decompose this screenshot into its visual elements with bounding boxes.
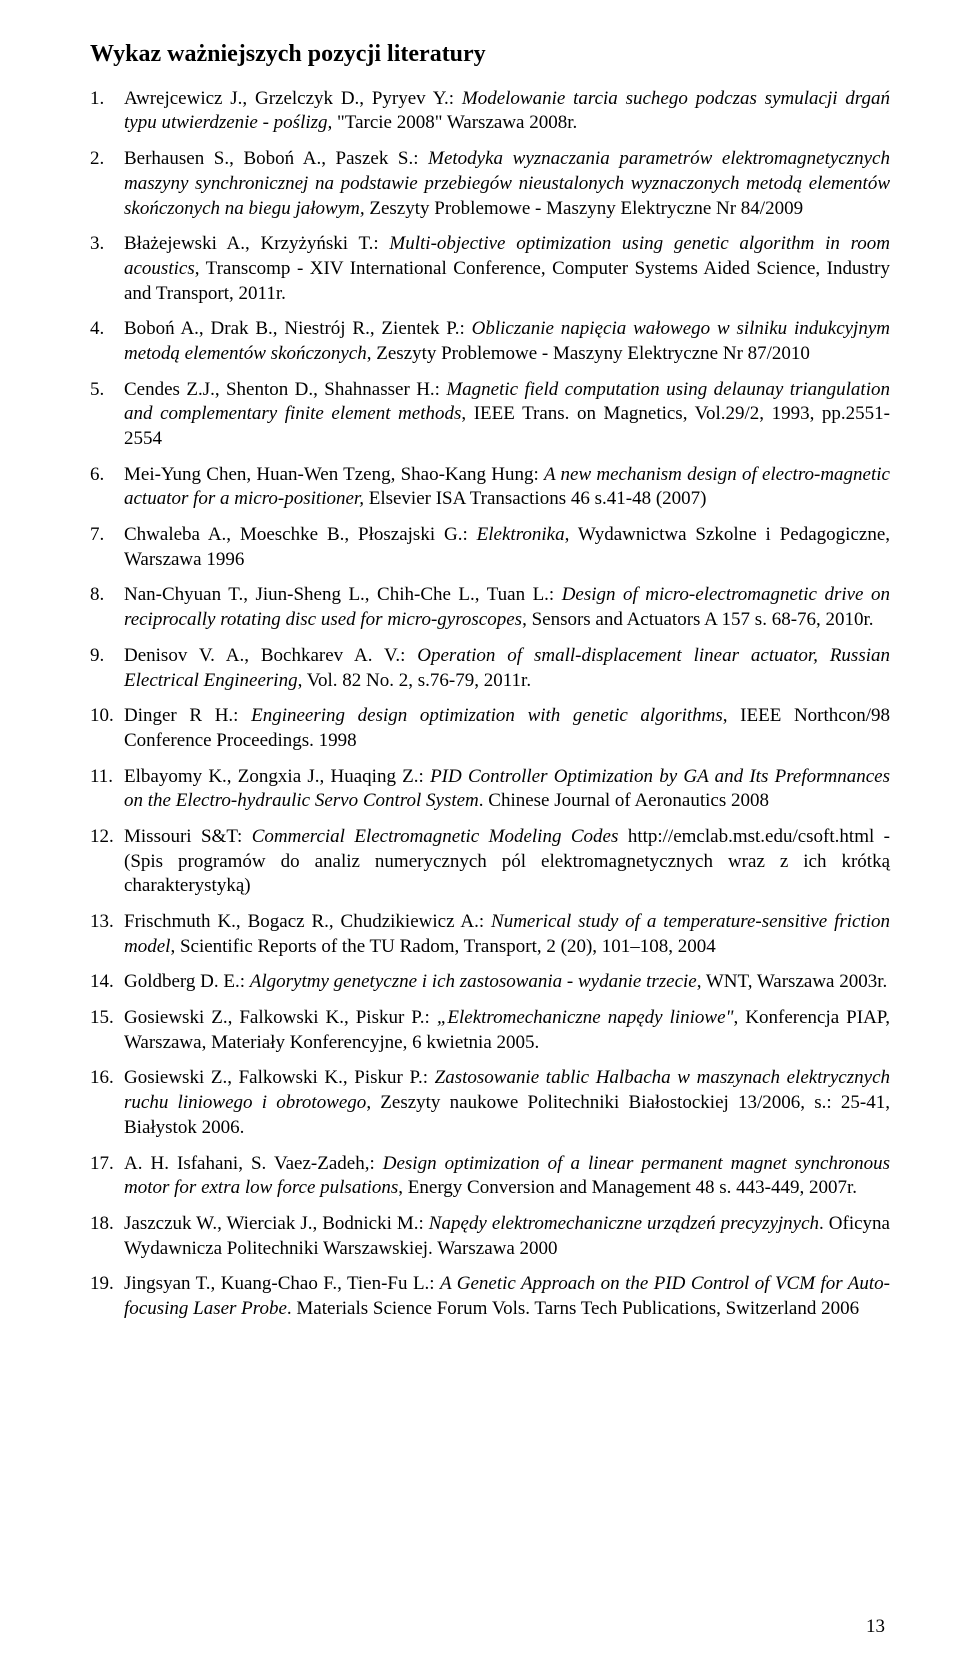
entry-number: 18. (90, 1212, 114, 1237)
entry-authors: Berhausen S., Boboń A., Paszek S.: (124, 148, 428, 169)
entry-number: 7. (90, 523, 104, 548)
entry-authors: A. H. Isfahani, S. Vaez-Zadeh,: (124, 1153, 383, 1174)
bibliography-entry: 4. Boboń A., Drak B., Niestrój R., Ziente… (90, 317, 890, 366)
entry-number: 11. (90, 765, 113, 790)
entry-number: 10. (90, 704, 114, 729)
entry-number: 12. (90, 825, 114, 850)
entry-number: 15. (90, 1006, 114, 1031)
bibliography-entry: 3.Błażejewski A., Krzyżyński T.: Multi-o… (90, 232, 890, 306)
entry-number: 4. (90, 317, 104, 342)
document-page: Wykaz ważniejszych pozycji literatury 1.… (0, 0, 960, 1658)
bibliography-entry: 17.A. H. Isfahani, S. Vaez-Zadeh,: Desig… (90, 1152, 890, 1201)
entry-authors: Nan-Chyuan T., Jiun-Sheng L., Chih-Che L… (124, 584, 562, 605)
bibliography-entry: 2.Berhausen S., Boboń A., Paszek S.: Met… (90, 147, 890, 221)
entry-tail: "Tarcie 2008" Warszawa 2008r. (337, 112, 577, 133)
entry-authors: Boboń A., Drak B., Niestrój R., Zientek … (124, 318, 472, 339)
entry-authors: Denisov V. A., Bochkarev A. V.: (124, 645, 417, 666)
entry-title: Engineering design optimization with gen… (251, 705, 723, 726)
bibliography-entry: 5. Cendes Z.J., Shenton D., Shahnasser H.… (90, 378, 890, 452)
entry-number: 5. (90, 378, 104, 403)
entry-tail: , Zeszyty Problemowe - Maszyny Elektrycz… (367, 343, 810, 364)
entry-authors: Jaszczuk W., Wierciak J., Bodnicki M.: (124, 1213, 429, 1234)
bibliography-entry: 8. Nan-Chyuan T., Jiun-Sheng L., Chih-Che… (90, 583, 890, 632)
bibliography-entry: 10. Dinger R H.: Engineering design optim… (90, 704, 890, 753)
entry-title: „Elektromechaniczne napędy liniowe" (437, 1007, 734, 1028)
entry-tail: Elsevier ISA Transactions 46 s.41-48 (20… (369, 488, 707, 509)
entry-number: 13. (90, 910, 114, 935)
bibliography-entry: 16. Gosiewski Z., Falkowski K., Piskur P.… (90, 1066, 890, 1140)
bibliography-entry: 19. Jingsyan T., Kuang-Chao F., Tien-Fu L… (90, 1272, 890, 1321)
bibliography-entry: 9.Denisov V. A., Bochkarev A. V.: Operat… (90, 644, 890, 693)
entry-authors: Błażejewski A., Krzyżyński T.: (124, 233, 389, 254)
bibliography-list: 1. Awrejcewicz J., Grzelczyk D., Pyryev Y… (90, 87, 890, 1322)
entry-authors: Jingsyan T., Kuang-Chao F., Tien-Fu L.: (124, 1273, 440, 1294)
entry-tail: , Scientific Reports of the TU Radom, Tr… (170, 936, 715, 957)
entry-authors: Chwaleba A., Moeschke B., Płoszajski G.: (124, 524, 477, 545)
bibliography-entry: 18. Jaszczuk W., Wierciak J., Bodnicki M.… (90, 1212, 890, 1261)
entry-tail: Zeszyty Problemowe - Maszyny Elektryczne… (369, 198, 803, 219)
entry-number: 6. (90, 463, 104, 488)
bibliography-entry: 1. Awrejcewicz J., Grzelczyk D., Pyryev Y… (90, 87, 890, 136)
entry-number: 2. (90, 147, 104, 172)
entry-tail: . Chinese Journal of Aeronautics 2008 (479, 790, 769, 811)
entry-title: Napędy elektromechaniczne urządzeń precy… (429, 1213, 819, 1234)
entry-title: Commercial Electromagnetic Modeling Code… (252, 826, 628, 847)
entry-authors: Awrejcewicz J., Grzelczyk D., Pyryev Y.: (124, 88, 462, 109)
entry-tail: , Sensors and Actuators A 157 s. 68-76, … (522, 609, 874, 630)
entry-number: 9. (90, 644, 104, 669)
entry-tail: , Transcomp - XIV International Conferen… (124, 258, 890, 304)
entry-authors: Missouri S&T: (124, 826, 252, 847)
entry-authors: Dinger R H.: (124, 705, 251, 726)
entry-tail: , WNT, Warszawa 2003r. (697, 971, 888, 992)
bibliography-entry: 12. Missouri S&T: Commercial Electromagne… (90, 825, 890, 899)
bibliography-entry: 13. Frischmuth K., Bogacz R., Chudzikiewi… (90, 910, 890, 959)
bibliography-entry: 6. Mei-Yung Chen, Huan-Wen Tzeng, Shao-Ka… (90, 463, 890, 512)
entry-number: 1. (90, 87, 104, 112)
entry-number: 16. (90, 1066, 114, 1091)
bibliography-entry: 11.Elbayomy K., Zongxia J., Huaqing Z.: … (90, 765, 890, 814)
entry-authors: Elbayomy K., Zongxia J., Huaqing Z.: (124, 766, 430, 787)
entry-number: 14. (90, 970, 114, 995)
entry-authors: Gosiewski Z., Falkowski K., Piskur P.: (124, 1067, 435, 1088)
page-number: 13 (866, 1616, 885, 1638)
entry-authors: Goldberg D. E.: (124, 971, 250, 992)
entry-number: 8. (90, 583, 104, 608)
entry-number: 17. (90, 1152, 114, 1177)
entry-authors: Cendes Z.J., Shenton D., Shahnasser H.: (124, 379, 446, 400)
bibliography-entry: 7. Chwaleba A., Moeschke B., Płoszajski G… (90, 523, 890, 572)
entry-tail: . Materials Science Forum Vols. Tarns Te… (287, 1298, 859, 1319)
entry-tail: , Energy Conversion and Management 48 s.… (398, 1177, 857, 1198)
entry-authors: Mei-Yung Chen, Huan-Wen Tzeng, Shao-Kang… (124, 464, 544, 485)
entry-title: Elektronika (477, 524, 565, 545)
entry-number: 3. (90, 232, 104, 257)
entry-number: 19. (90, 1272, 114, 1297)
entry-authors: Frischmuth K., Bogacz R., Chudzikiewicz … (124, 911, 491, 932)
bibliography-entry: 14. Goldberg D. E.: Algorytmy genetyczne … (90, 970, 890, 995)
entry-tail: , Vol. 82 No. 2, s.76-79, 2011r. (298, 670, 531, 691)
entry-authors: Gosiewski Z., Falkowski K., Piskur P.: (124, 1007, 437, 1028)
page-title: Wykaz ważniejszych pozycji literatury (90, 40, 890, 69)
bibliography-entry: 15. Gosiewski Z., Falkowski K., Piskur P.… (90, 1006, 890, 1055)
entry-title: Algorytmy genetyczne i ich zastosowania … (250, 971, 697, 992)
